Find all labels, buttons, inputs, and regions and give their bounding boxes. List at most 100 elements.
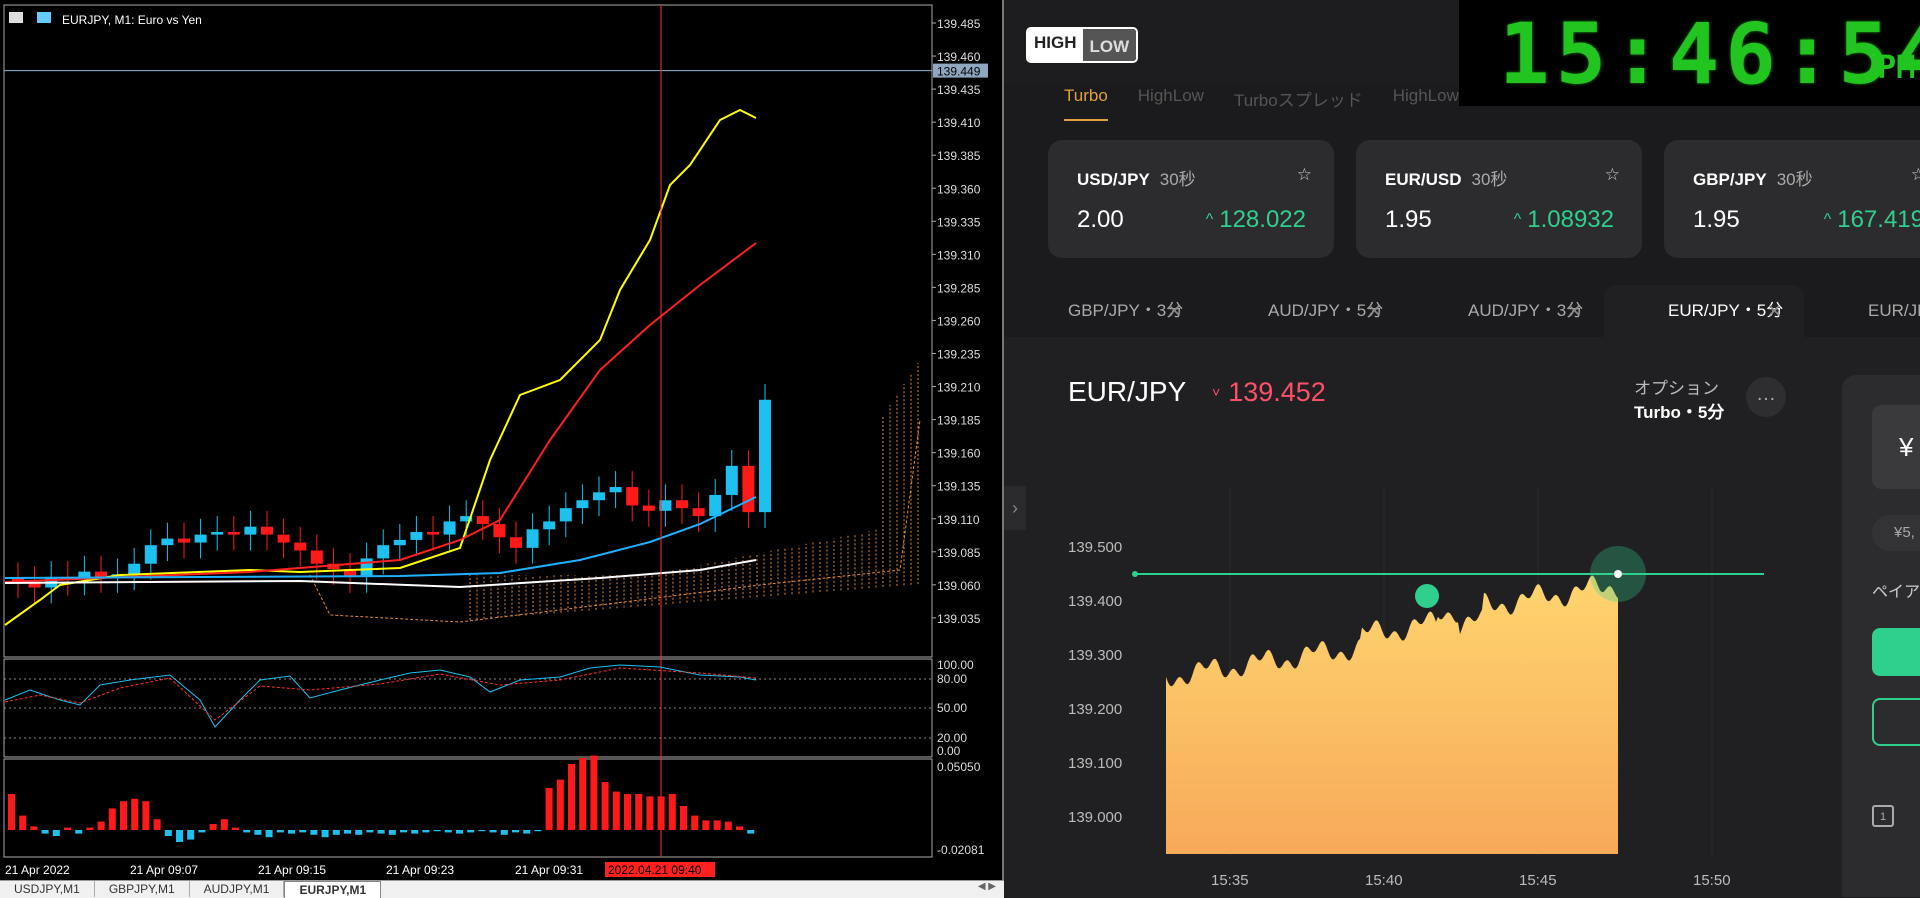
candle-body — [211, 531, 224, 535]
macd-bar — [355, 830, 363, 835]
candle-body — [443, 521, 456, 535]
mt-tab-scroll-arrows[interactable]: ◀ ▶ — [977, 881, 996, 892]
hl-tab-active[interactable]: EUR/JPY・5分 ✕ — [1604, 285, 1804, 337]
price-tick-label: 139.435 — [937, 83, 981, 97]
macd-bar — [680, 806, 687, 830]
hl-asset-price: ˅ 139.452 — [1212, 377, 1326, 407]
trade-marker-icon[interactable] — [1415, 584, 1439, 608]
star-icon[interactable]: ☆ — [1910, 165, 1920, 184]
stoch-scale-label: 100.00 — [937, 658, 974, 672]
macd-scale-label: 0.05050 — [937, 760, 981, 774]
candle-body — [78, 571, 91, 580]
macd-bar — [624, 794, 631, 830]
candle-body — [692, 508, 705, 517]
macd-bar — [108, 808, 116, 830]
y-axis-label: 139.500 — [1068, 539, 1122, 556]
candle-body — [360, 558, 373, 577]
current-price-box — [933, 63, 988, 78]
candle-body — [28, 582, 41, 588]
macd-bar — [556, 779, 564, 830]
close-icon[interactable]: ✕ — [1166, 301, 1182, 321]
star-icon[interactable]: ☆ — [1604, 165, 1620, 184]
macd-bar — [366, 830, 374, 833]
y-axis-label: 139.300 — [1068, 647, 1122, 664]
close-icon[interactable]: ✕ — [1366, 301, 1382, 321]
star-icon[interactable]: ☆ — [1296, 165, 1312, 184]
macd-bar — [243, 830, 251, 833]
hl-nav-highlow-spread[interactable]: HighLow — [1392, 86, 1459, 105]
time-axis-label: 21 Apr 09:07 — [130, 863, 198, 877]
hl-logo-low: LOW — [1082, 29, 1137, 61]
candle-body — [476, 516, 489, 525]
macd-bar — [131, 798, 139, 830]
macd-bar — [176, 830, 183, 842]
macd-bar — [702, 820, 710, 830]
macd-bar — [321, 830, 329, 838]
price-tick-label: 139.235 — [937, 348, 981, 362]
mt-tab-gbpjpy[interactable]: GBPJPY,M1 — [95, 881, 190, 897]
hl-tab[interactable]: AUD/JPY・3分 ✕ — [1404, 285, 1604, 337]
candle-body — [377, 545, 390, 559]
macd-bar — [579, 758, 587, 830]
price-tick-label: 139.485 — [937, 17, 981, 31]
chevron-up-icon: ^ — [1513, 211, 1522, 228]
mt-tab-eurjpy[interactable]: EURJPY,M1 — [284, 881, 382, 898]
time-axis-label: 21 Apr 09:15 — [258, 863, 326, 877]
time-axis-label: 21 Apr 2022 — [5, 863, 70, 877]
hl-price-chart[interactable]: 139.500 139.400 139.300 139.200 139.100 139.0… — [1004, 337, 1920, 897]
card-payout: 1.95 — [1693, 206, 1740, 233]
hl-tab[interactable]: EUR/JPY — [1868, 301, 1920, 320]
macd-bar — [612, 791, 620, 830]
macd-bar — [8, 794, 15, 830]
ma-long-line — [4, 559, 757, 589]
macd-bar — [668, 794, 676, 830]
macd-bar — [120, 801, 127, 830]
x-axis-label: 15:50 — [1693, 872, 1731, 889]
macd-bar — [97, 821, 105, 830]
low-button[interactable] — [1872, 698, 1920, 746]
hl-tab[interactable]: GBP/JPY・3分 ✕ — [1004, 285, 1204, 337]
stoch-scale-label: 0.00 — [937, 744, 961, 758]
close-icon[interactable]: ✕ — [1566, 301, 1582, 321]
macd-bar — [456, 830, 463, 834]
hl-logo[interactable]: HIGH LOW — [1026, 27, 1139, 63]
checkbox-icon[interactable]: 1 — [1872, 805, 1894, 827]
hl-logo-high: HIGH — [1028, 29, 1083, 61]
hl-asset-card[interactable]: GBP/JPY 30秒 ☆ 1.95 ^ 167.419 — [1664, 140, 1920, 258]
hl-payout-label: ペイア — [1872, 584, 1920, 601]
chart-title: EURJPY, M1: Euro vs Yen — [62, 13, 202, 27]
high-button[interactable] — [1872, 628, 1920, 676]
hl-tab[interactable]: AUD/JPY・5分 ✕ — [1204, 285, 1404, 337]
macd-bar — [198, 830, 206, 833]
mt-tab-usdjpy[interactable]: USDJPY,M1 — [0, 881, 95, 897]
candle-body — [12, 578, 24, 583]
chevron-up-icon: ^ — [1205, 211, 1214, 228]
stoch-scale-label: 50.00 — [937, 701, 967, 715]
candle-body — [576, 500, 589, 509]
macd-bar — [299, 830, 307, 833]
hl-nav-highlow[interactable]: HighLow — [1137, 86, 1204, 105]
current-price-dot — [1614, 570, 1622, 578]
macd-bar — [52, 830, 60, 836]
hl-amount-input[interactable]: ¥ — [1872, 405, 1920, 489]
mt-chart-svg[interactable]: EURJPY, M1: Euro vs Yen 139.485139.460139… — [0, 0, 1002, 880]
hl-asset-card[interactable]: USD/JPY 30秒 ☆ 2.00 ^ 128.022 — [1048, 140, 1334, 258]
macd-bar — [377, 830, 385, 834]
strike-line-start — [1132, 571, 1138, 577]
candle-body — [427, 531, 439, 535]
chevron-right-icon[interactable]: › — [1004, 486, 1026, 530]
time-axis-label: 21 Apr 09:23 — [386, 863, 454, 877]
price-tick-label: 139.310 — [937, 248, 981, 262]
close-icon[interactable]: ✕ — [1766, 301, 1782, 321]
macd-bar — [86, 827, 94, 830]
mt-window: EURJPY, M1: Euro vs Yen 139.485 139.460 139… — [0, 0, 1004, 898]
more-icon[interactable]: … — [1746, 377, 1786, 417]
hl-amount-preset[interactable]: ¥5, — [1872, 515, 1920, 551]
hl-nav-turbo-spread[interactable]: Turboスプレッド — [1233, 91, 1363, 110]
hl-asset-card[interactable]: EUR/USD 30秒 ☆ 1.95 ^ 1.08932 — [1356, 140, 1642, 258]
candle-body — [327, 563, 340, 569]
macd-bar — [512, 830, 519, 833]
candle-body — [344, 568, 356, 577]
mt-tab-audjpy[interactable]: AUDJPY,M1 — [190, 881, 285, 897]
hl-nav-turbo[interactable]: Turbo — [1064, 86, 1108, 121]
